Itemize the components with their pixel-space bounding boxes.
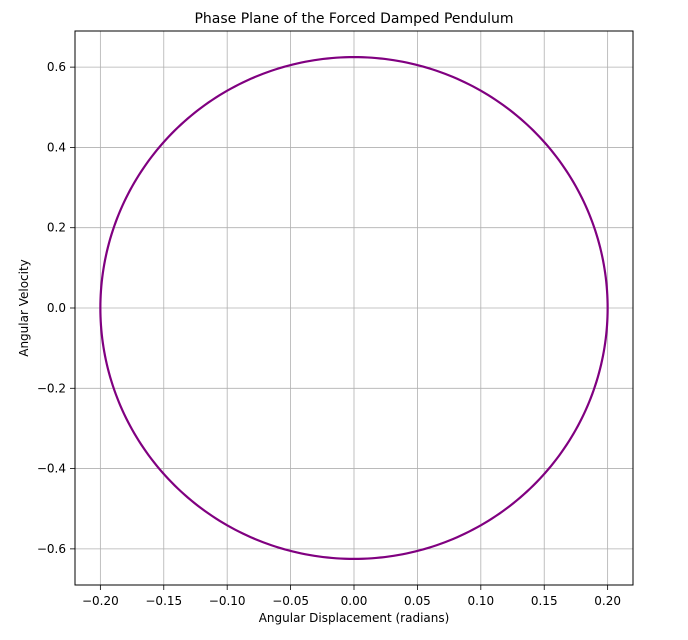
y-tick-label: −0.4 [37, 462, 66, 476]
chart-title: Phase Plane of the Forced Damped Pendulu… [194, 11, 513, 27]
y-tick-label: −0.6 [37, 542, 66, 556]
y-tick-label: 0.4 [47, 140, 66, 154]
grid-lines [75, 31, 633, 585]
x-tick-label: 0.05 [404, 594, 431, 608]
x-tick-label: 0.00 [341, 594, 368, 608]
x-tick-label: 0.15 [531, 594, 558, 608]
series-layer [99, 55, 609, 561]
axis-ticks: −0.20 −0.15 −0.10 −0.05 0.00 0.05 0.10 0.15 0.20… [37, 60, 621, 608]
x-tick-label: 0.10 [467, 594, 494, 608]
y-tick-label: −0.2 [37, 381, 66, 395]
y-tick-label: 0.2 [47, 221, 66, 235]
x-tick-label: −0.20 [82, 594, 119, 608]
x-tick-label: −0.15 [145, 594, 182, 608]
y-tick-label: 0.0 [47, 301, 66, 315]
x-tick-label: 0.20 [594, 594, 621, 608]
x-axis-title: Angular Displacement (radians) [259, 611, 450, 625]
y-tick-label: 0.6 [47, 60, 66, 74]
y-axis-title: Angular Velocity [17, 259, 31, 357]
phase-trajectory-line [99, 55, 609, 561]
x-tick-label: −0.10 [209, 594, 246, 608]
x-tick-label: −0.05 [272, 594, 309, 608]
